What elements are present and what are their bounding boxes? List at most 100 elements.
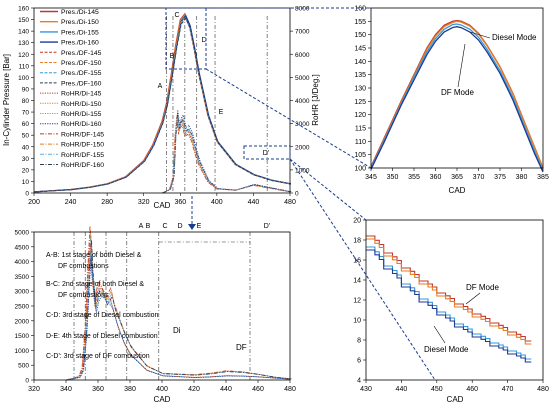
stage-label: E — [219, 109, 224, 116]
x-tick-label: 365 — [451, 174, 463, 181]
y-right-tick-label: 4000 — [295, 98, 310, 105]
y-tick-label: 50 — [22, 133, 30, 140]
zoom-tail-y-ticks: 468101214161820 — [353, 218, 366, 385]
rohr-series-line — [163, 114, 292, 194]
legend-label: RoHR/DF-160 — [61, 162, 104, 169]
zoom-tail-x-ticks: 430 440 450 460 470 480 — [360, 380, 549, 393]
x-tick-label: 480 — [284, 386, 296, 393]
zoom-connectors — [165, 7, 436, 381]
x-tick-label: 360 — [174, 199, 186, 206]
note-line: DF combustions — [58, 263, 109, 270]
y-tick-label: 100 — [18, 75, 29, 82]
y-tick-label: 115 — [355, 126, 366, 133]
rohr-detail-x-ticks: 320 340 360 380 400 420 440 460 480 — [28, 380, 296, 393]
x-tick-label: 480 — [284, 199, 296, 206]
note-line: B-C: 2nd stage of both Diesel & — [46, 281, 144, 288]
y-tick-label: 0 — [25, 191, 29, 198]
y-tick-label: 2000 — [15, 318, 30, 325]
y-tick-label: 6 — [357, 358, 361, 365]
x-tick-label: 440 — [396, 386, 408, 393]
y-tick-label: 110 — [19, 63, 30, 70]
zoom-tail-series-line — [366, 235, 532, 342]
note-line: C-D': 3rd stage of DF combustion — [46, 353, 150, 360]
x-tick-label: 430 — [360, 386, 372, 393]
rohr-series-line — [161, 116, 291, 194]
y-tick-label: 1000 — [15, 348, 30, 355]
rohr-detail-lines — [65, 226, 292, 381]
y-right-tick-label: 2000 — [295, 144, 310, 151]
legend-label: Pres./DF-160 — [61, 80, 102, 87]
zoom-tail-series-line — [366, 238, 532, 345]
legend-label: Pres./DF-155 — [61, 70, 102, 77]
zoom-peak-series-line — [370, 23, 544, 171]
stage-label: E — [197, 223, 202, 230]
main-lines — [33, 12, 292, 194]
rohr-detail-series-line — [67, 256, 292, 381]
y-tick-label: 18 — [353, 238, 361, 245]
y-tick-label: 145 — [354, 46, 366, 53]
y-tick-label: 160 — [354, 6, 366, 13]
x-tick-label: 480 — [537, 386, 549, 393]
zoom-tail-series-line — [366, 249, 532, 363]
y-tick-label: 3500 — [15, 274, 30, 281]
zoom-tail-df-arrow — [465, 292, 481, 305]
x-tick-label: 400 — [156, 386, 168, 393]
stage-label: D' — [264, 223, 270, 230]
zoom-peak-series-line — [370, 26, 544, 173]
x-tick-label: 345 — [365, 174, 377, 181]
x-tick-label: 360 — [430, 174, 442, 181]
rohr-series-line — [162, 116, 291, 194]
x-tick-label: 370 — [473, 174, 485, 181]
stage-label: D — [177, 223, 182, 230]
x-tick-label: 470 — [502, 386, 514, 393]
main-y-label-left: In-Cylinder Pressure [Bar] — [2, 54, 11, 146]
y-tick-label: 90 — [22, 86, 30, 93]
legend-label: RoHR/DF-155 — [61, 152, 104, 159]
y-tick-label: 8 — [357, 338, 361, 345]
x-tick-label: 375 — [494, 174, 506, 181]
rohr-detail-chart: A B C D E D' 320 340 360 380 400 420 440 460 480 0 500… — [15, 223, 296, 404]
rohr-series-line — [162, 112, 291, 194]
y-tick-label: 140 — [354, 59, 366, 66]
legend-label: RoHR/Di-160 — [61, 121, 102, 128]
y-tick-label: 10 — [353, 318, 361, 325]
y-tick-label: 60 — [22, 121, 30, 128]
y-tick-label: 100 — [354, 166, 366, 173]
stage-label: B — [146, 223, 151, 230]
rohr-detail-notes: A-B: 1st stage of both Diesel & DF combus… — [46, 252, 159, 360]
stage-label: C — [174, 12, 179, 19]
stage-label: D — [201, 37, 206, 44]
y-tick-label: 150 — [18, 17, 29, 24]
y-tick-label: 125 — [354, 99, 366, 106]
main-chart: 0 10 20 30 40 50 60 70 80 90 100 110 120 130 140 150 160… — [2, 6, 320, 211]
rohr-detail-di-label: Di — [173, 326, 181, 335]
y-right-tick-label: 7000 — [295, 29, 310, 36]
zoom-tail-lines — [366, 235, 532, 363]
legend-label: RoHR/DF-145 — [61, 131, 104, 138]
rohr-series-line — [161, 121, 291, 194]
stage-label: C — [162, 223, 167, 230]
x-tick-label: 440 — [248, 199, 260, 206]
note-line: C-D: 3rd stage of Diesel combustion — [46, 312, 159, 319]
y-tick-label: 130 — [18, 40, 29, 47]
y-tick-label: 30 — [22, 156, 30, 163]
stage-label: B — [170, 53, 175, 60]
x-tick-label: 385 — [537, 174, 549, 181]
y-tick-label: 105 — [354, 152, 366, 159]
y-tick-label: 120 — [18, 52, 29, 59]
y-tick-label: 14 — [353, 278, 361, 285]
legend-label: Pres./Di-150 — [61, 19, 99, 26]
peak-connector-bottom — [205, 68, 372, 169]
x-tick-label: 280 — [101, 199, 113, 206]
x-tick-label: 450 — [431, 386, 443, 393]
x-tick-label: 320 — [28, 386, 40, 393]
zoom-tail-series-line — [366, 246, 532, 360]
zoom-tail-diesel-arrow — [433, 325, 446, 344]
zoom-peak-diesel-label: Diesel Mode — [492, 33, 537, 42]
y-tick-label: 5000 — [15, 230, 30, 237]
main-right-ticks: 0 1000 2000 3000 4000 5000 6000 7000 8000 — [290, 6, 310, 198]
legend-label: Pres./Di-160 — [61, 40, 99, 47]
x-tick-label: 355 — [408, 174, 420, 181]
y-tick-label: 155 — [354, 19, 366, 26]
